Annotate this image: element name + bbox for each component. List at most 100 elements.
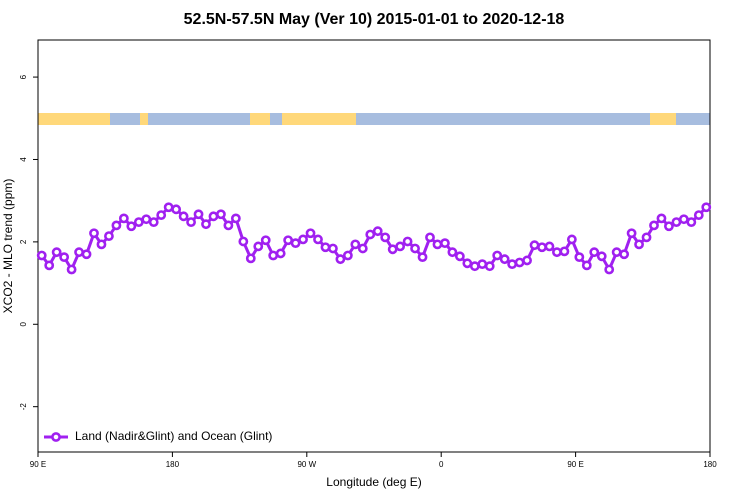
data-point [492,250,503,261]
y-tick-label: 4 [19,157,28,162]
data-point [686,217,697,228]
x-tick-label: 180 [166,460,180,469]
data-point [357,243,368,254]
data-point [410,243,420,254]
data-point [350,239,361,250]
data-point [559,246,570,257]
data-point [51,247,62,258]
data-point [328,243,338,254]
data-point [342,250,353,261]
data-point [74,247,84,258]
data-point [298,234,308,245]
data-point [111,220,122,231]
x-tick-label: 180 [703,460,717,469]
data-point [104,231,114,242]
ocean-band [148,113,250,125]
data-point [216,209,226,220]
x-tick-label: 90 E [567,460,583,469]
data-point [141,214,152,225]
data-point [611,247,622,258]
ocean-band [676,113,710,125]
data-point [552,247,562,258]
data-point [440,238,450,249]
land-ocean-strip [38,113,710,125]
x-tick-label: 0 [439,460,444,469]
data-point [372,226,383,237]
y-tick-label: 0 [19,322,28,327]
data-point [96,239,107,250]
data-point [522,255,532,266]
data-point [469,261,480,272]
data-point [693,210,704,220]
data-point [641,232,652,243]
data-point [313,234,323,245]
data-point [260,235,271,246]
data-point [649,220,659,231]
data-point [417,252,428,263]
data-point [619,249,630,260]
data-point [514,257,525,268]
data-point [245,253,256,264]
data-point [283,235,294,246]
data-point [454,251,465,262]
plot-frame [37,39,711,453]
data-point [178,211,189,222]
y-tick-label: 2 [19,239,28,244]
data-point [133,217,144,228]
y-axis-label: XCO2 - MLO trend (ppm) [1,179,15,314]
y-tick-label: -2 [19,403,28,411]
data-point [395,241,406,252]
data-point [678,214,689,225]
data-point [664,221,674,232]
data-point [484,261,495,272]
chart-title: 52.5N-57.5N May (Ver 10) 2015-01-01 to 2… [184,11,565,28]
data-point [118,213,129,224]
data-point [81,249,92,260]
data-point [544,241,555,252]
y-tick-label: 6 [19,74,28,79]
data-point [201,219,211,230]
data-point [365,229,376,240]
data-point [36,250,47,261]
data-point [447,247,458,258]
data-point [335,254,346,265]
data-point [634,239,644,250]
data-point [59,252,70,263]
data-point [425,232,435,243]
data-point [701,202,712,213]
x-tick-label: 90 W [297,460,316,469]
data-point [537,242,547,253]
data-point [589,247,600,258]
data-point [305,228,316,239]
data-point [626,228,637,239]
data-point [656,213,667,224]
data-point [499,254,510,265]
ocean-band [110,113,140,125]
data-point [566,234,577,245]
data-point [268,250,279,261]
data-point [387,244,398,255]
data-point [290,238,301,249]
ocean-band [270,113,282,125]
data-point [320,242,331,253]
data-point [230,213,241,224]
data-point [126,221,137,232]
legend-label: Land (Nadir&Glint) and Ocean (Glint) [75,429,272,443]
x-tick-label: 90 E [30,460,46,469]
data-point [581,260,592,271]
data-point [671,217,682,228]
data-point [66,264,77,275]
data-point [223,220,234,231]
data-point [507,259,518,270]
data-point [89,228,99,239]
data-point [148,217,159,228]
data-point [275,248,286,259]
ocean-band [356,113,650,125]
data-point [238,236,249,247]
series-line [40,205,708,273]
data-point [604,264,615,275]
data-point [253,241,264,252]
data-point [477,259,488,270]
data-point [171,204,182,215]
